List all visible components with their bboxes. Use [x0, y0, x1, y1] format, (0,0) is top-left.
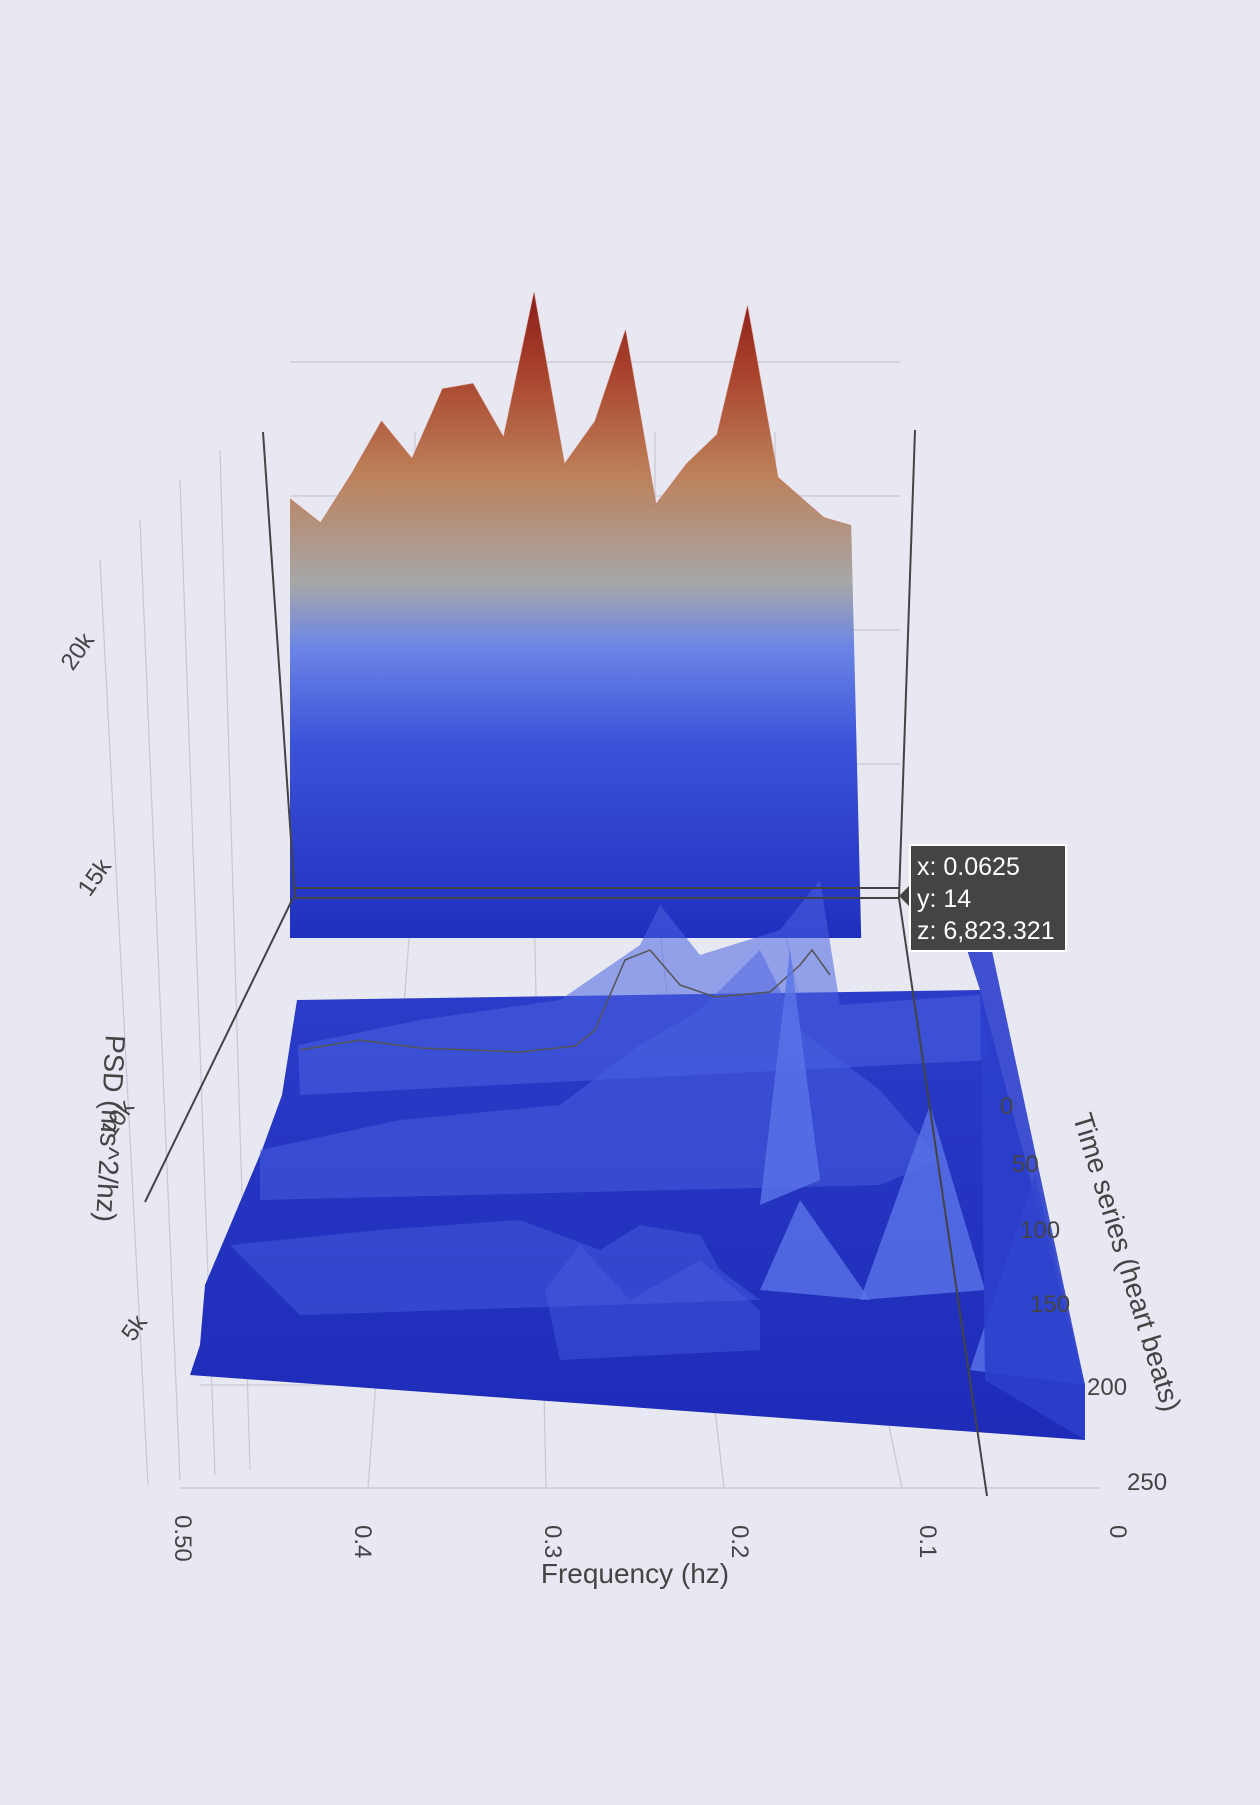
x-tick-label: 0.4 — [349, 1525, 376, 1558]
x-tick-label: 0 — [1104, 1525, 1131, 1538]
hover-tooltip: x: 0.0625 y: 14 z: 6,823.321 — [909, 844, 1067, 952]
psd-surface[interactable] — [190, 292, 1085, 1440]
left-grid-line — [99, 559, 149, 1486]
y-axis-title: Time series (heart beats) — [1067, 1109, 1187, 1415]
y-tick-label: 250 — [1127, 1469, 1167, 1496]
hover-y-value: y: 14 — [917, 885, 972, 913]
hover-z-value: z: 6,823.321 — [917, 917, 1055, 945]
x-tick-label: 0.3 — [539, 1525, 566, 1558]
terrain-ridge — [545, 1245, 760, 1360]
right-side-face — [938, 860, 1085, 1440]
x-axis-title: Frequency (hz) — [541, 1558, 729, 1589]
x-axis-ticks: 0.50 0.4 0.3 0.2 0.1 0 — [169, 1515, 1131, 1562]
x-tick-label: 0.2 — [726, 1525, 753, 1558]
z-tick-label: 5k — [116, 1309, 153, 1346]
left-grid-line — [139, 519, 181, 1481]
y-tick-label: 0 — [1000, 1093, 1013, 1120]
y-tick-label: 100 — [1020, 1217, 1060, 1244]
y-axis-ticks: 0 50 100 150 200 250 — [1000, 1093, 1167, 1496]
terrain-peak — [760, 1200, 870, 1300]
terrain-ridge — [298, 880, 990, 1095]
scene-edges — [144, 429, 988, 1497]
terrain-peak — [760, 950, 820, 1205]
x-tick-label: 0.50 — [169, 1515, 196, 1562]
z-tick-label: 15k — [73, 853, 118, 901]
hover-x-value: x: 0.0625 — [917, 853, 1020, 881]
back-ridge-surface — [290, 292, 862, 938]
hover-tooltip-pointer — [899, 886, 909, 906]
terrain-ridge — [230, 1220, 760, 1315]
hover-trace-line — [299, 948, 831, 1053]
z-tick-label: 20k — [56, 627, 101, 675]
y-tick-label: 200 — [1087, 1374, 1127, 1401]
terrain-peak — [860, 1105, 985, 1300]
x-tick-label: 0.1 — [914, 1525, 941, 1558]
y-tick-label: 50 — [1012, 1151, 1039, 1178]
z-axis-title: PSD (ms^2/hz) — [90, 1034, 131, 1223]
y-tick-label: 150 — [1030, 1291, 1070, 1318]
back-ridge-outline — [289, 292, 852, 526]
